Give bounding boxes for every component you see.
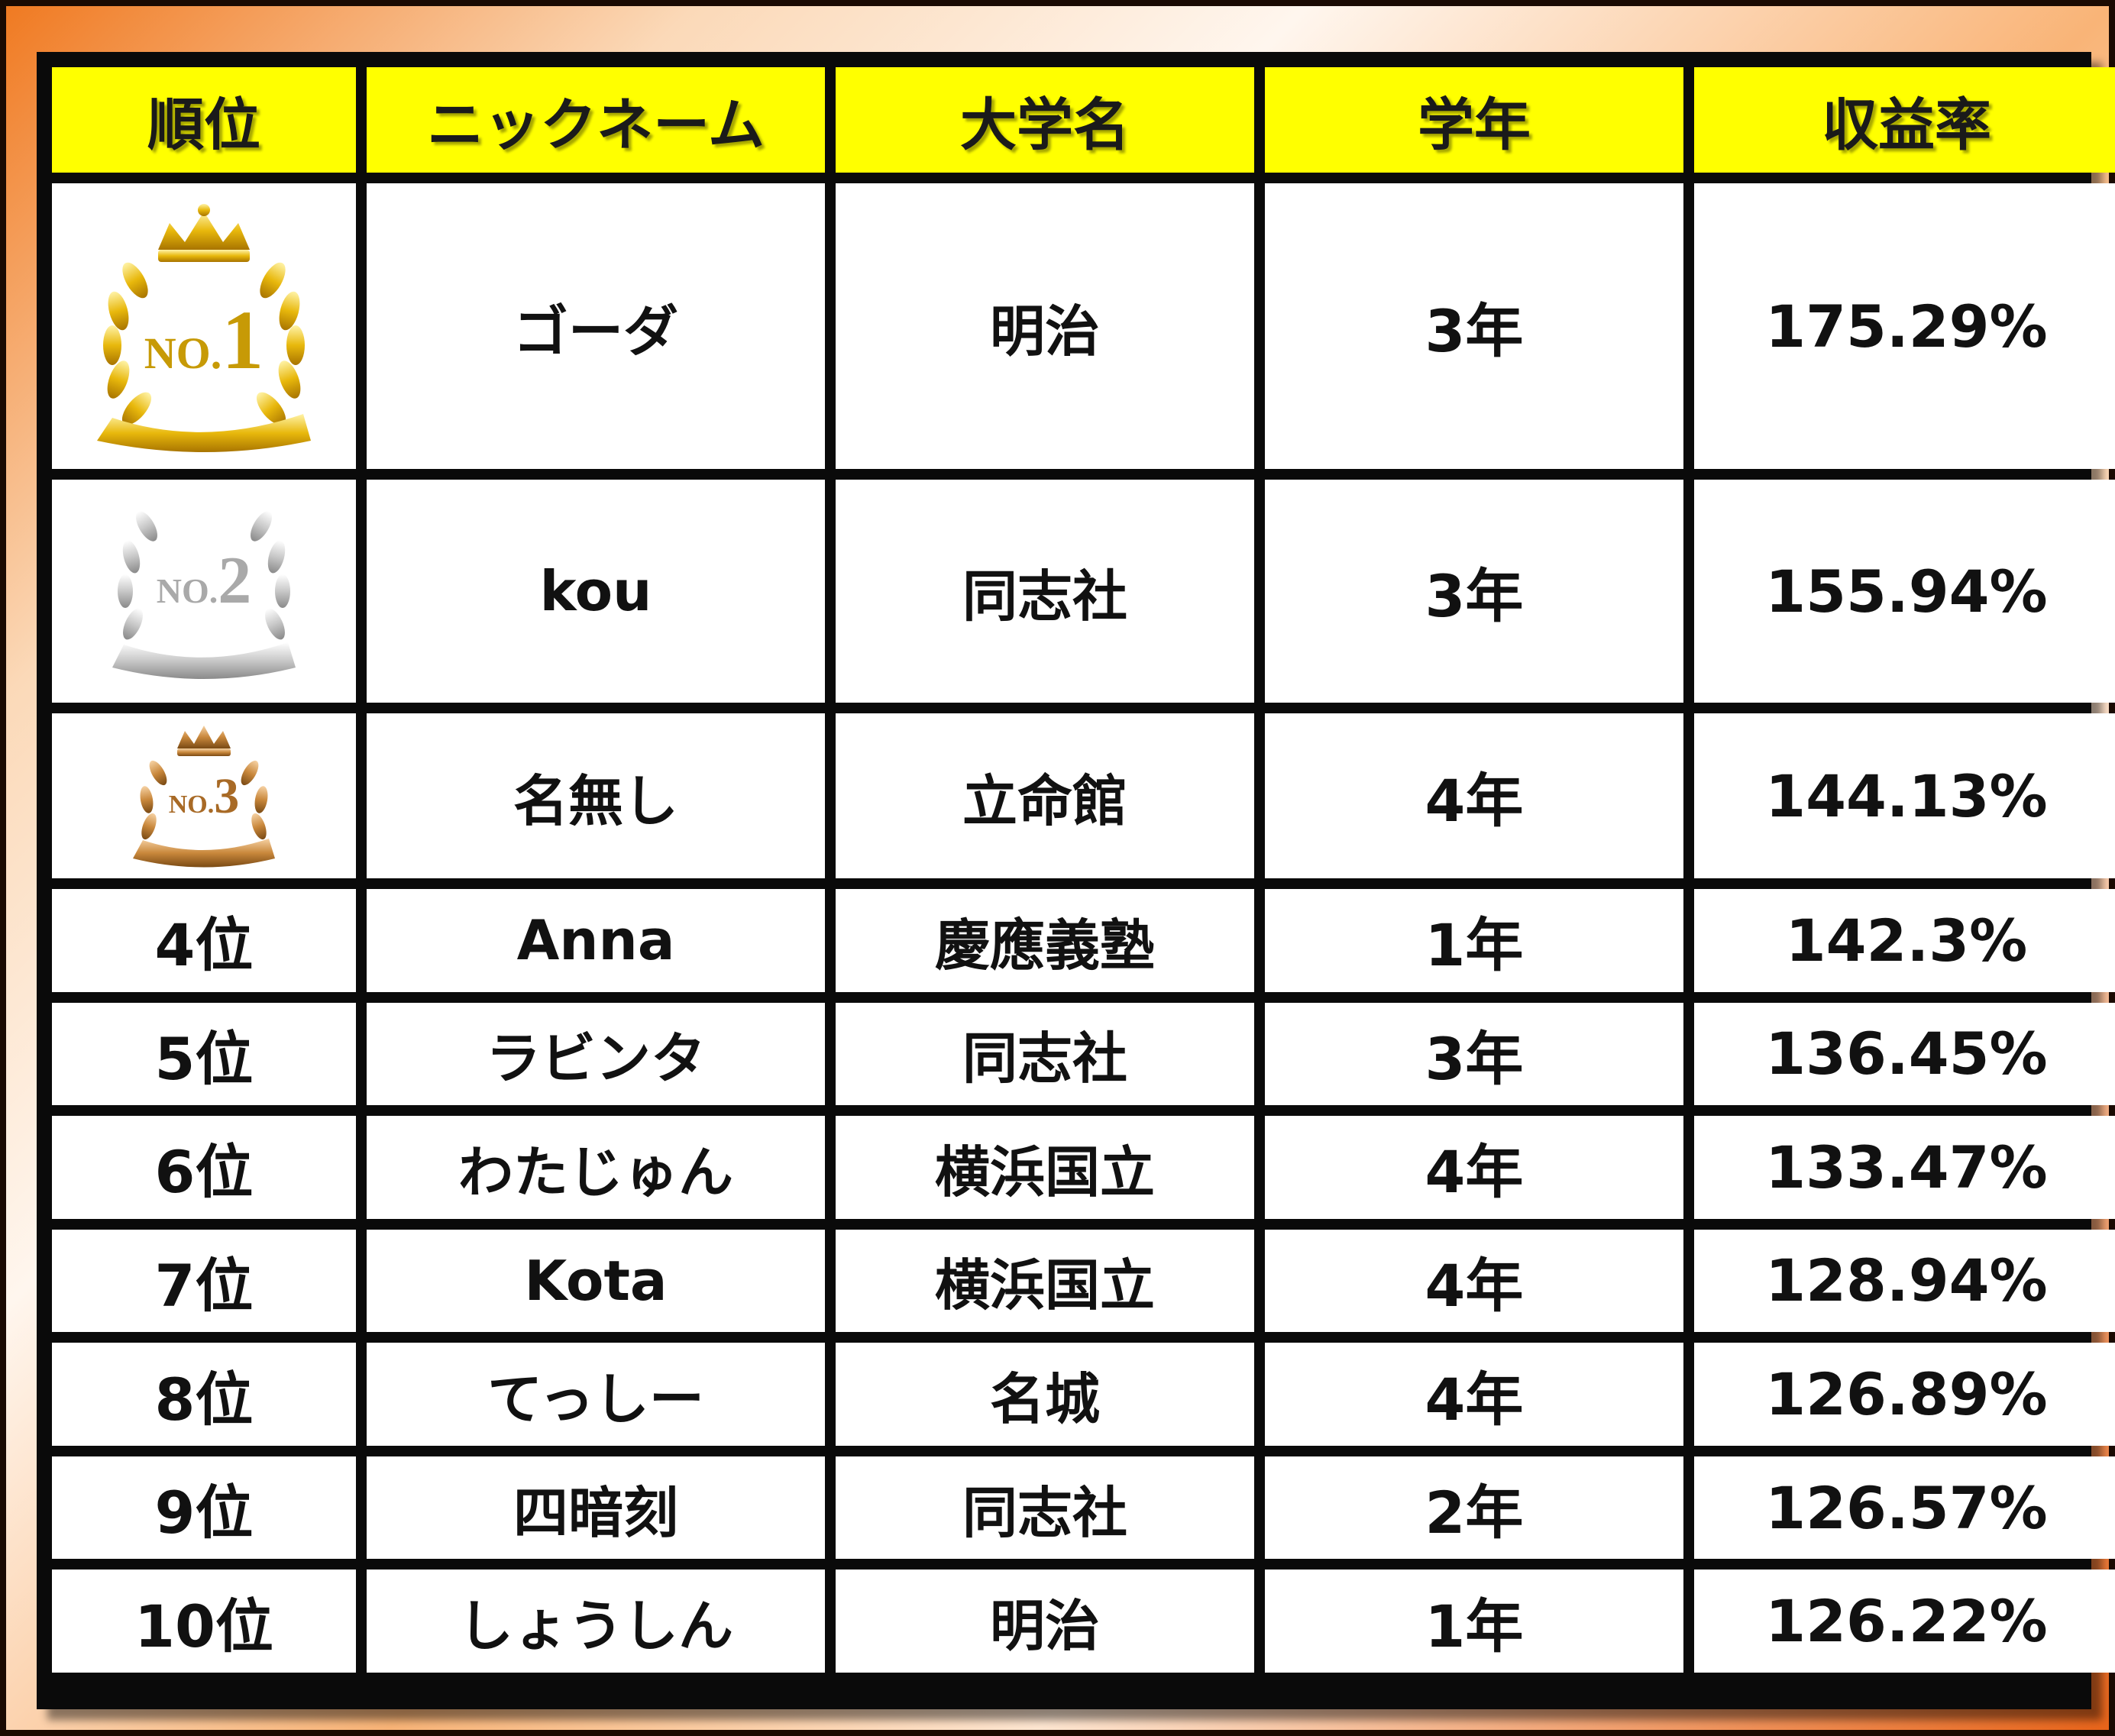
nickname-cell: Anna	[367, 889, 825, 992]
nickname-cell: 四暗刻	[367, 1456, 825, 1560]
rank-cell: 5位	[52, 1002, 356, 1106]
header-row: 順位 ニックネーム 大学名 学年 収益率	[52, 67, 2115, 173]
ranking-table: 順位 ニックネーム 大学名 学年 収益率	[41, 57, 2115, 1683]
silver-medal-icon: NO.2	[112, 511, 296, 679]
university-cell: 横浜国立	[836, 1229, 1254, 1333]
table-row: 9位 四暗刻 同志社 2年 126.57%	[52, 1456, 2115, 1560]
return-rate-cell: 128.94%	[1694, 1229, 2115, 1333]
university-cell: 立命館	[836, 713, 1254, 878]
grade-cell: 2年	[1265, 1456, 1683, 1560]
nickname-cell: ラビンタ	[367, 1002, 825, 1106]
table-row: NO.3 名無し 立命館 4年 144.13%	[52, 713, 2115, 878]
grade-cell: 3年	[1265, 183, 1683, 469]
header-return-rate: 収益率	[1694, 67, 2115, 173]
header-nickname: ニックネーム	[367, 67, 825, 173]
return-rate-cell: 133.47%	[1694, 1116, 2115, 1219]
grade-cell: 4年	[1265, 1229, 1683, 1333]
rank-cell: 8位	[52, 1343, 356, 1446]
header-university: 大学名	[836, 67, 1254, 173]
return-rate-cell: 136.45%	[1694, 1002, 2115, 1106]
grade-cell: 3年	[1265, 480, 1683, 703]
nickname-cell: ゴーダ	[367, 183, 825, 469]
nickname-cell: てっしー	[367, 1343, 825, 1446]
return-rate-cell: 126.22%	[1694, 1570, 2115, 1673]
grade-cell: 3年	[1265, 1002, 1683, 1106]
grade-cell: 4年	[1265, 1116, 1683, 1219]
nickname-cell: しょうしん	[367, 1570, 825, 1673]
return-rate-cell: 126.89%	[1694, 1343, 2115, 1446]
nickname-cell: わたじゅん	[367, 1116, 825, 1219]
university-cell: 明治	[836, 1570, 1254, 1673]
rank-cell: NO.3	[52, 713, 356, 878]
rank-cell: NO.2	[52, 480, 356, 703]
table-row: NO.1 ゴーダ 明治 3年 175.29%	[52, 183, 2115, 469]
bronze-medal-icon: NO.3	[133, 726, 275, 868]
grade-cell: 4年	[1265, 1343, 1683, 1446]
university-cell: 名城	[836, 1343, 1254, 1446]
nickname-cell: Kota	[367, 1229, 825, 1333]
return-rate-cell: 175.29%	[1694, 183, 2115, 469]
table-row: 5位 ラビンタ 同志社 3年 136.45%	[52, 1002, 2115, 1106]
grade-cell: 4年	[1265, 713, 1683, 878]
rank-cell: NO.1	[52, 183, 356, 469]
table-row: 6位 わたじゅん 横浜国立 4年 133.47%	[52, 1116, 2115, 1219]
table-row: NO.2 kou 同志社 3年 155.94%	[52, 480, 2115, 703]
gold-medal-icon: NO.1	[97, 204, 311, 452]
return-rate-cell: 126.57%	[1694, 1456, 2115, 1560]
header-grade: 学年	[1265, 67, 1683, 173]
rank-cell: 7位	[52, 1229, 356, 1333]
university-cell: 慶應義塾	[836, 889, 1254, 992]
university-cell: 同志社	[836, 480, 1254, 703]
return-rate-cell: 144.13%	[1694, 713, 2115, 878]
table-row: 4位 Anna 慶應義塾 1年 142.3%	[52, 889, 2115, 992]
header-rank: 順位	[52, 67, 356, 173]
university-cell: 同志社	[836, 1002, 1254, 1106]
university-cell: 横浜国立	[836, 1116, 1254, 1219]
nickname-cell: kou	[367, 480, 825, 703]
rank-cell: 9位	[52, 1456, 356, 1560]
nickname-cell: 名無し	[367, 713, 825, 878]
return-rate-cell: 155.94%	[1694, 480, 2115, 703]
return-rate-cell: 142.3%	[1694, 889, 2115, 992]
ranking-board: 順位 ニックネーム 大学名 学年 収益率	[37, 52, 2115, 1709]
rank-cell: 10位	[52, 1570, 356, 1673]
university-cell: 明治	[836, 183, 1254, 469]
university-cell: 同志社	[836, 1456, 1254, 1560]
rank-cell: 6位	[52, 1116, 356, 1219]
table-row: 8位 てっしー 名城 4年 126.89%	[52, 1343, 2115, 1446]
table-row: 10位 しょうしん 明治 1年 126.22%	[52, 1570, 2115, 1673]
grade-cell: 1年	[1265, 1570, 1683, 1673]
grade-cell: 1年	[1265, 889, 1683, 992]
rank-cell: 4位	[52, 889, 356, 992]
svg-text:NO.1: NO.1	[144, 293, 264, 386]
svg-text:NO.3: NO.3	[169, 768, 240, 824]
svg-text:NO.2: NO.2	[157, 544, 252, 618]
table-row: 7位 Kota 横浜国立 4年 128.94%	[52, 1229, 2115, 1333]
